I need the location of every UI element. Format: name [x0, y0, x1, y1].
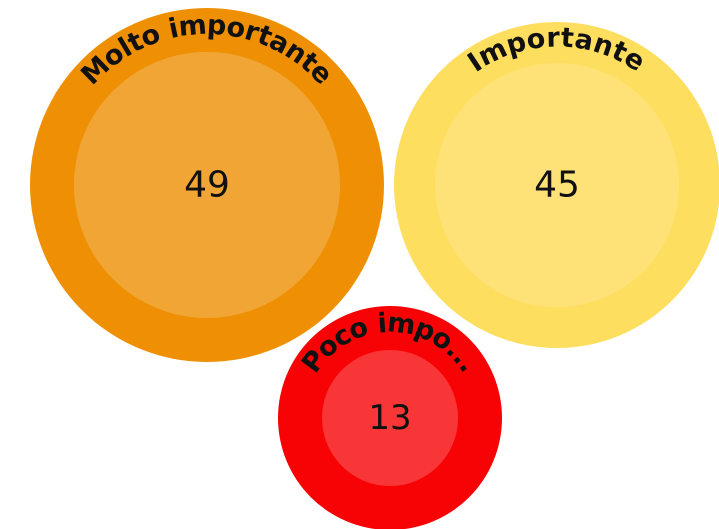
bubble-value: 49 — [184, 165, 230, 206]
bubble-inner-circle — [74, 52, 340, 318]
bubble-value: 13 — [368, 398, 411, 438]
bubble-inner-circle — [322, 350, 458, 486]
bubble-inner-circle — [435, 63, 679, 307]
bubble-value: 45 — [534, 165, 580, 206]
bubble-2: Poco impo...13 — [278, 306, 502, 529]
